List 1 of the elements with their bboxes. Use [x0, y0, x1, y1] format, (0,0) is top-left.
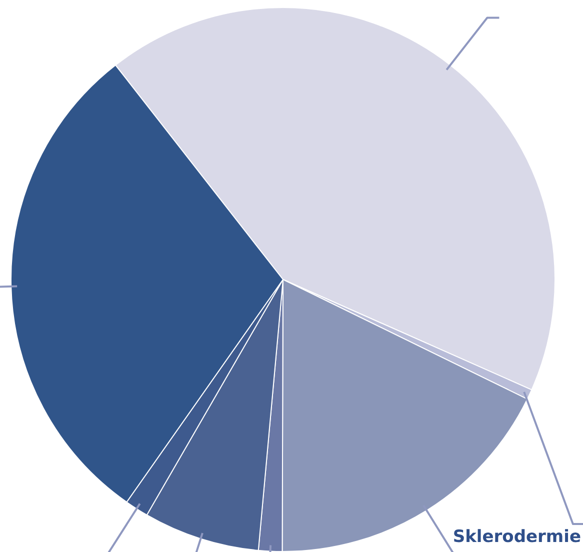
slice-label: Sklerodermie: [452, 527, 581, 547]
